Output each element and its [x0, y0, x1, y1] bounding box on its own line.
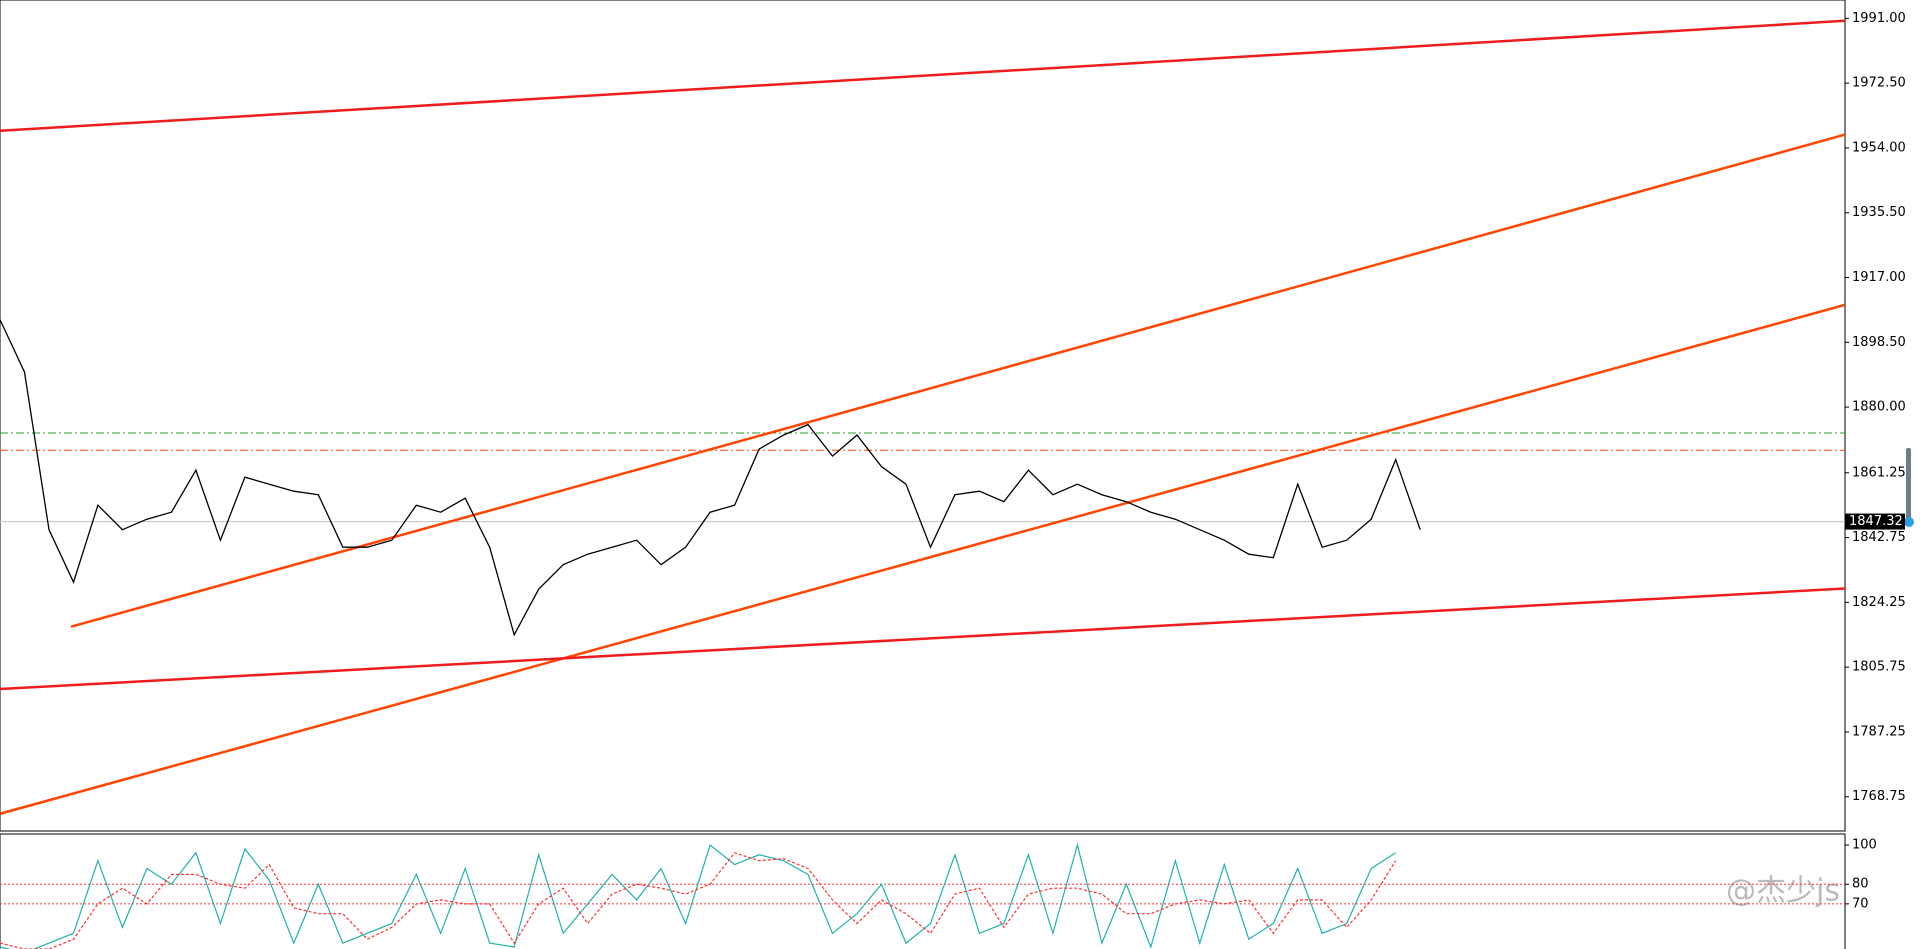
trendline — [0, 303, 1845, 815]
y-tick-label: 1842.75 — [1852, 530, 1906, 545]
y-tick-label: 1787.25 — [1852, 724, 1906, 739]
y-tick-label: 1805.75 — [1852, 660, 1906, 675]
y-tick-label: 1935.50 — [1852, 205, 1906, 220]
y-tick-label: 1824.25 — [1852, 595, 1906, 610]
y-tick-label: 1954.00 — [1852, 140, 1906, 155]
last-price-box — [1845, 513, 1905, 530]
y-tick-label: 1991.00 — [1852, 11, 1906, 26]
y-tick-label: 80 — [1852, 877, 1869, 892]
oscillator-panel — [0, 833, 1846, 949]
trendline — [0, 587, 1845, 691]
y-tick-label: 1898.50 — [1852, 335, 1906, 350]
y-tick-label: 1972.50 — [1852, 76, 1906, 91]
plot — [0, 19, 1845, 815]
y-tick-label: 1880.00 — [1852, 400, 1906, 415]
y-tick-label: 70 — [1852, 896, 1869, 911]
last-price-label: 1847.32 — [1849, 514, 1903, 529]
price-line — [0, 319, 1421, 637]
oscillator-line — [0, 842, 1397, 949]
plot — [0, 842, 1845, 949]
y-tick-label: 1917.00 — [1852, 270, 1906, 285]
main-panel — [0, 0, 1846, 832]
oscillator-line — [0, 852, 1397, 949]
scroll-handle[interactable] — [1906, 448, 1911, 522]
y-tick-label: 1861.25 — [1852, 465, 1906, 480]
trendline — [0, 19, 1845, 133]
y-tick-label: 100 — [1852, 837, 1877, 852]
scroll-knob[interactable] — [1904, 517, 1914, 527]
watermark: @杰少js — [1726, 874, 1840, 909]
y-tick-label: 1768.75 — [1852, 789, 1906, 804]
trendline — [70, 133, 1845, 628]
